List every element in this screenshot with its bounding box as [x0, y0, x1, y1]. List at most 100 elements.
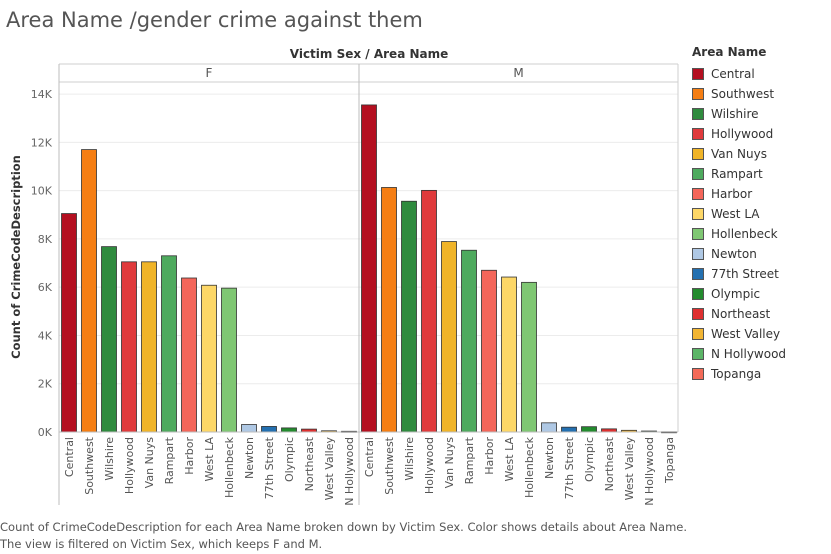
legend-label: Hollenbeck	[711, 227, 778, 241]
legend-item[interactable]: Van Nuys	[692, 144, 828, 164]
panel-header-m: M	[513, 66, 523, 80]
legend-label: N Hollywood	[711, 347, 787, 361]
caption-line-1: Count of CrimeCodeDescription for each A…	[0, 520, 687, 534]
y-tick-label: 2K	[38, 378, 53, 391]
bar	[501, 276, 517, 433]
bar	[81, 149, 97, 433]
legend-item[interactable]: 77th Street	[692, 264, 828, 284]
x-tick-label: Central	[363, 437, 376, 477]
x-tick-label: Hollenbeck	[223, 436, 236, 498]
x-tick-label: 77th Street	[563, 436, 576, 499]
legend-item[interactable]: Rampart	[692, 164, 828, 184]
legend[interactable]: Area Name Central Southwest Wilshire Hollyw…	[692, 45, 828, 384]
legend-swatch	[692, 228, 704, 240]
legend-item[interactable]: Olympic	[692, 284, 828, 304]
y-tick-label: 6K	[38, 281, 53, 294]
chart-caption: Count of CrimeCodeDescription for each A…	[0, 519, 687, 553]
legend-item[interactable]: N Hollywood	[692, 344, 828, 364]
x-tick-label: Hollywood	[423, 437, 436, 494]
x-tick-label: 77th Street	[263, 436, 276, 499]
x-tick-label: Wilshire	[103, 437, 116, 481]
legend-item[interactable]: Topanga	[692, 364, 828, 384]
legend-label: Topanga	[711, 367, 762, 381]
caption-line-2: The view is filtered on Victim Sex, whic…	[0, 537, 323, 551]
x-tick-label: Harbor	[483, 437, 496, 475]
bar	[481, 269, 497, 433]
legend-swatch	[692, 208, 704, 220]
legend-swatch	[692, 88, 704, 100]
x-tick-label: Wilshire	[403, 437, 416, 481]
bar	[221, 287, 237, 433]
bar	[201, 284, 217, 433]
bar	[241, 424, 257, 433]
panel-header-f: F	[206, 66, 213, 80]
bar	[521, 281, 537, 433]
legend-items: Central Southwest Wilshire Hollywood Van Nuy…	[692, 64, 828, 384]
bar	[401, 200, 417, 433]
y-axis-label: Count of CrimeCodeDescription	[9, 155, 23, 359]
legend-item[interactable]: Hollywood	[692, 124, 828, 144]
legend-label: Central	[711, 67, 755, 81]
legend-swatch	[692, 308, 704, 320]
legend-item[interactable]: Hollenbeck	[692, 224, 828, 244]
chart-title: Area Name /gender crime against them	[6, 8, 423, 32]
legend-item[interactable]: Newton	[692, 244, 828, 264]
legend-item[interactable]: Wilshire	[692, 104, 828, 124]
legend-label: 77th Street	[711, 267, 779, 281]
legend-label: Northeast	[711, 307, 771, 321]
bar	[61, 213, 77, 433]
bar	[441, 241, 457, 433]
x-tick-label: Southwest	[383, 436, 396, 494]
legend-swatch	[692, 268, 704, 280]
x-tick-label: N Hollywood	[643, 437, 656, 506]
legend-title: Area Name	[692, 45, 767, 59]
legend-label: Harbor	[711, 187, 753, 201]
x-tick-label: West Valley	[623, 437, 636, 501]
legend-swatch	[692, 108, 704, 120]
bar	[101, 246, 117, 433]
legend-item[interactable]: Harbor	[692, 184, 828, 204]
x-tick-label: Van Nuys	[143, 437, 156, 489]
legend-swatch	[692, 368, 704, 380]
legend-item[interactable]: Northeast	[692, 304, 828, 324]
y-tick-label: 14K	[31, 88, 53, 101]
x-tick-label: Northeast	[603, 436, 616, 491]
legend-label: West LA	[711, 207, 760, 221]
legend-swatch	[692, 248, 704, 260]
y-tick-label: 0K	[38, 426, 53, 439]
bar	[141, 261, 157, 433]
x-tick-label: Central	[63, 437, 76, 477]
y-tick-label: 4K	[38, 329, 53, 342]
bar	[281, 427, 297, 433]
legend-swatch	[692, 128, 704, 140]
legend-swatch	[692, 188, 704, 200]
legend-swatch	[692, 168, 704, 180]
bar	[121, 261, 137, 433]
legend-label: Southwest	[711, 87, 775, 101]
x-tick-label: Rampart	[163, 436, 176, 484]
bar	[381, 187, 397, 433]
bar	[261, 426, 277, 433]
legend-item[interactable]: Southwest	[692, 84, 828, 104]
x-tick-label: Southwest	[83, 436, 96, 494]
legend-swatch	[692, 288, 704, 300]
legend-label: Van Nuys	[711, 147, 767, 161]
x-tick-label: West LA	[203, 437, 216, 482]
x-tick-label: Hollywood	[123, 437, 136, 494]
legend-label: Wilshire	[711, 107, 759, 121]
x-tick-label: Rampart	[463, 436, 476, 484]
legend-swatch	[692, 328, 704, 340]
bar	[181, 277, 197, 433]
legend-swatch	[692, 148, 704, 160]
bar	[421, 189, 437, 433]
x-tick-label: West LA	[503, 437, 516, 482]
legend-item[interactable]: West Valley	[692, 324, 828, 344]
x-tick-label: Van Nuys	[443, 437, 456, 489]
legend-item[interactable]: Central	[692, 64, 828, 84]
x-tick-label: Newton	[543, 437, 556, 479]
x-tick-label: Olympic	[283, 437, 296, 482]
legend-item[interactable]: West LA	[692, 204, 828, 224]
legend-label: Hollywood	[711, 127, 774, 141]
legend-label: West Valley	[711, 327, 781, 341]
y-tick-label: 12K	[31, 136, 53, 149]
